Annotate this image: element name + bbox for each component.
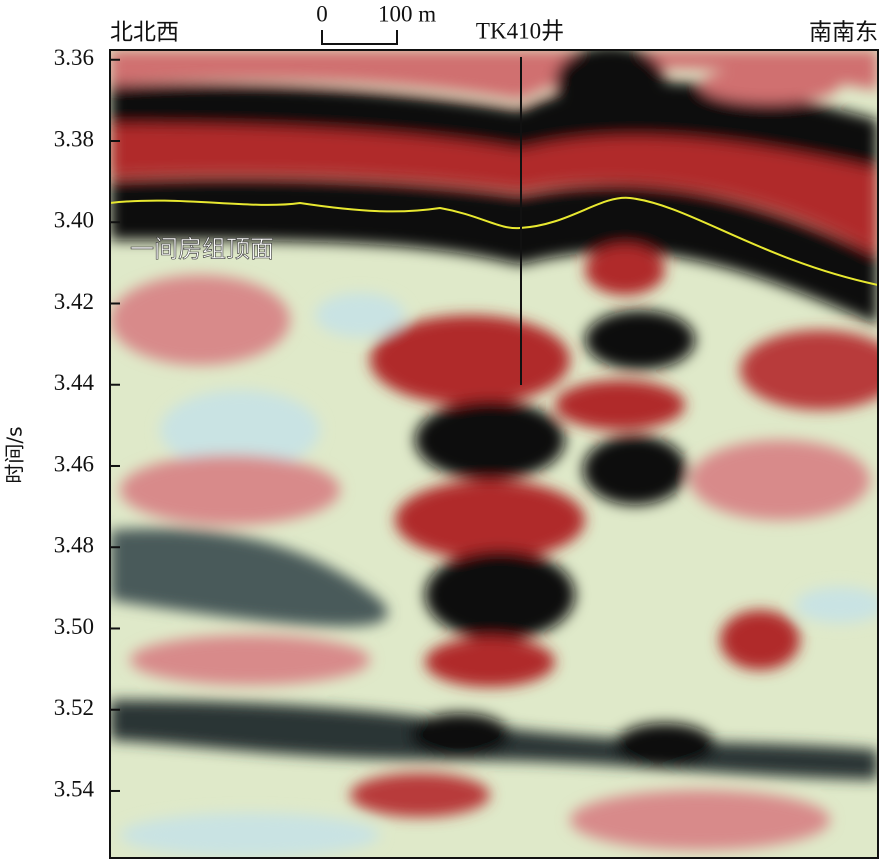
y-tick-label: 3.40 xyxy=(54,208,94,233)
y-tick-label: 3.42 xyxy=(54,289,94,314)
y-tick-label: 3.50 xyxy=(54,614,94,639)
right-direction: 南南东 xyxy=(809,20,878,46)
scale-end: 100 m xyxy=(378,1,436,26)
y-tick-label: 3.48 xyxy=(54,533,94,558)
y-tick-label: 3.54 xyxy=(54,776,95,801)
horizon-label: 一间房组顶面 xyxy=(130,235,274,263)
scale-bar xyxy=(321,30,398,45)
left-direction: 北北西 xyxy=(110,20,179,46)
y-tick-label: 3.36 xyxy=(54,45,94,70)
y-tick-label: 3.52 xyxy=(54,695,94,720)
plot-frame xyxy=(109,49,879,859)
seismic-section: 一间房组顶面 xyxy=(110,50,878,858)
well-label: TK410井 xyxy=(476,18,564,43)
scale-start: 0 xyxy=(316,1,328,26)
y-tick-label: 3.44 xyxy=(54,370,95,395)
y-tick-label: 3.46 xyxy=(54,451,94,476)
y-axis-label: 时间/s xyxy=(3,426,27,483)
y-tick-label: 3.38 xyxy=(54,126,94,151)
